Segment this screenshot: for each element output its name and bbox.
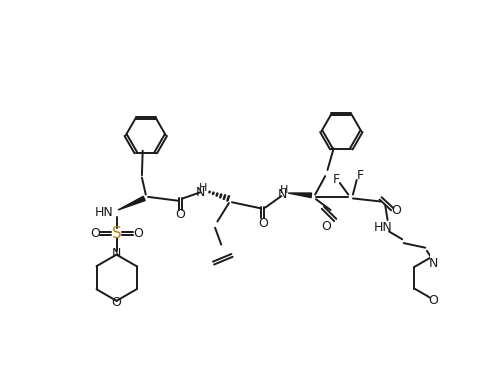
Text: N: N — [428, 257, 438, 270]
Text: O: O — [133, 228, 143, 241]
Text: O: O — [391, 204, 401, 217]
Text: H: H — [199, 183, 208, 193]
Text: O: O — [428, 294, 438, 307]
Text: N: N — [112, 247, 121, 260]
Text: F: F — [333, 173, 340, 187]
Text: S: S — [112, 226, 121, 241]
Text: O: O — [321, 219, 331, 232]
Text: HN: HN — [374, 221, 392, 234]
Text: O: O — [258, 216, 268, 229]
Text: H: H — [280, 185, 288, 195]
Text: F: F — [356, 169, 364, 182]
Text: N: N — [278, 188, 287, 201]
Text: O: O — [175, 208, 185, 221]
Polygon shape — [118, 196, 145, 210]
Polygon shape — [288, 193, 311, 198]
Text: O: O — [90, 228, 100, 241]
Text: O: O — [112, 296, 122, 309]
Text: HN: HN — [95, 206, 114, 219]
Text: N: N — [196, 186, 205, 199]
